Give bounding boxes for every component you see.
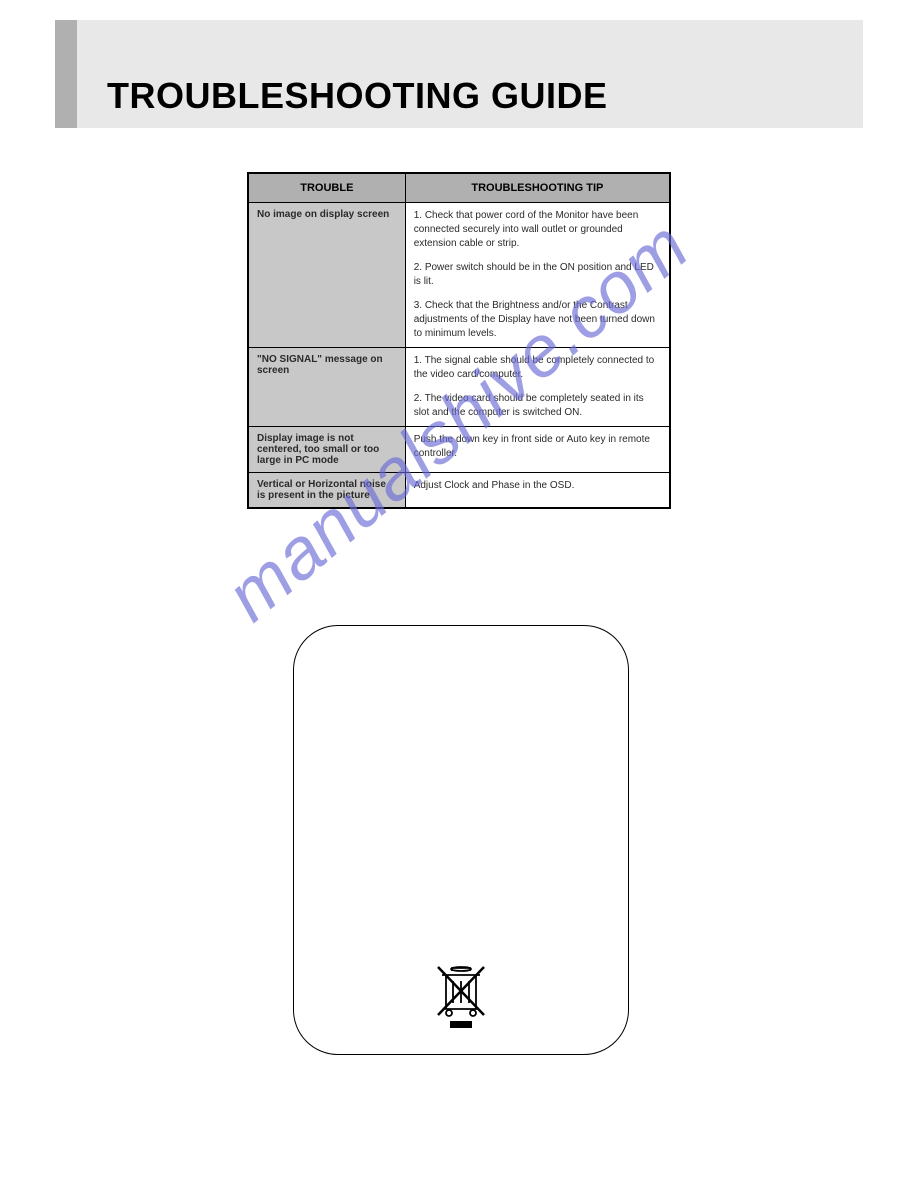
tip-item: 1. The signal cable should be completely… xyxy=(414,354,661,382)
tip-cell: 1. Check that power cord of the Monitor … xyxy=(405,203,670,348)
table-row: No image on display screen 1. Check that… xyxy=(248,203,670,348)
col-header-trouble: TROUBLE xyxy=(248,173,405,203)
tip-item: Push the down key in front side or Auto … xyxy=(414,433,661,461)
table-header-row: TROUBLE TROUBLESHOOTING TIP xyxy=(248,173,670,203)
tip-item: 2. Power switch should be in the ON posi… xyxy=(414,261,661,289)
trouble-cell: No image on display screen xyxy=(248,203,405,348)
tip-cell: Adjust Clock and Phase in the OSD. xyxy=(405,473,670,509)
tip-item: 3. Check that the Brightness and/or the … xyxy=(414,299,661,341)
tip-item: Adjust Clock and Phase in the OSD. xyxy=(414,479,661,493)
tip-cell: Push the down key in front side or Auto … xyxy=(405,427,670,473)
tip-item: 1. Check that power cord of the Monitor … xyxy=(414,209,661,251)
trouble-cell: Display image is not centered, too small… xyxy=(248,427,405,473)
rounded-info-box xyxy=(293,625,629,1055)
weee-bin-crossed-icon xyxy=(432,961,490,1036)
table-row: "NO SIGNAL" message on screen 1. The sig… xyxy=(248,348,670,427)
troubleshooting-table: TROUBLE TROUBLESHOOTING TIP No image on … xyxy=(247,172,671,509)
header-accent-bar xyxy=(55,20,77,128)
col-header-tip: TROUBLESHOOTING TIP xyxy=(405,173,670,203)
tip-item: 2. The video card should be completely s… xyxy=(414,392,661,420)
table-row: Vertical or Horizontal noise is present … xyxy=(248,473,670,509)
trouble-cell: Vertical or Horizontal noise is present … xyxy=(248,473,405,509)
table-row: Display image is not centered, too small… xyxy=(248,427,670,473)
trouble-cell: "NO SIGNAL" message on screen xyxy=(248,348,405,427)
tip-cell: 1. The signal cable should be completely… xyxy=(405,348,670,427)
page-title: TROUBLESHOOTING GUIDE xyxy=(107,75,608,117)
